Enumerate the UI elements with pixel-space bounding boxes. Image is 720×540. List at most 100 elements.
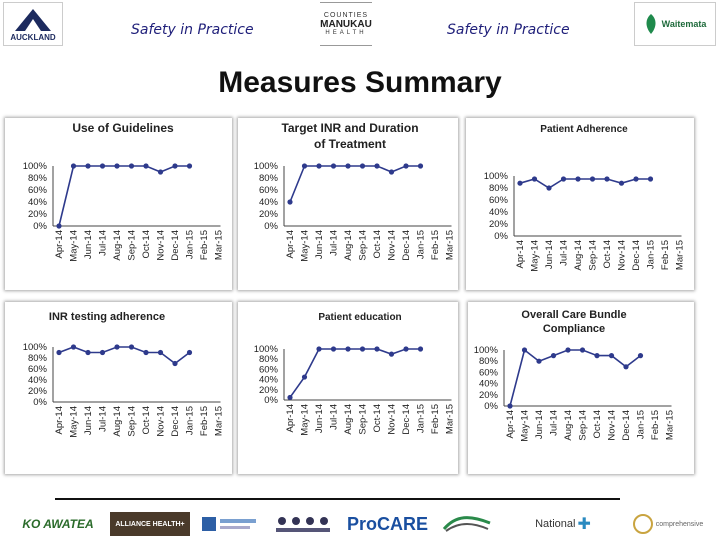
x-tick-label: Mar-15 (665, 410, 676, 440)
x-tick-label: Mar-15 (445, 230, 456, 260)
x-tick-label: Apr-14 (285, 404, 296, 433)
x-tick-label: Mar-15 (214, 230, 225, 260)
alliance-health-logo-text: ALLIANCE HEALTH+ (115, 520, 185, 528)
x-tick-label: Jun-14 (83, 406, 94, 435)
counties-manukau-line3: HEALTH (325, 30, 367, 36)
data-point (70, 344, 77, 350)
x-tick-label: May-14 (300, 404, 311, 436)
x-tick-label: Feb-15 (430, 230, 441, 260)
ko-awatea-logo: KO AWATEA (18, 512, 98, 536)
x-tick-label: Apr-14 (505, 410, 516, 439)
series-line (289, 348, 421, 398)
chart-title: Overall Care Bundle (521, 309, 626, 321)
chart-title: INR testing adherence (49, 311, 165, 323)
x-tick-label: Apr-14 (54, 230, 65, 259)
y-tick-label: 40% (489, 207, 509, 218)
y-tick-label: 20% (479, 390, 499, 401)
chart-svg-1: Target INR and Duration of Treatment 0%20%… (254, 121, 456, 262)
data-point (594, 353, 600, 359)
x-tick-label: Apr-14 (285, 230, 296, 259)
national-hauora-logo-text: National (535, 518, 576, 530)
data-point (403, 346, 409, 352)
data-point (301, 374, 308, 380)
x-tick-label: Feb-15 (430, 404, 441, 434)
chart-svg-3: INR testing adherence 0%20%40%60%80%100% A… (23, 311, 225, 438)
data-point (56, 223, 62, 229)
chart-panel-overall-care-bundle: Overall Care Bundle Compliance 0% 20% 40% 60%… (468, 302, 694, 474)
y-tick-label: 0% (33, 397, 47, 408)
x-tick-label: Sep-14 (358, 230, 369, 261)
x-tick-label: Jun-14 (314, 404, 325, 433)
data-point (565, 347, 571, 353)
data-point (374, 163, 380, 169)
data-point (157, 349, 164, 356)
x-tick-label: Jun-14 (544, 240, 555, 269)
partner-logo-4 (272, 512, 334, 536)
chart-panel-target-inr: Target INR and Duration of Treatment 0% 20%… (238, 118, 458, 290)
data-point (637, 353, 644, 359)
counties-manukau-logo: COUNTIES MANUKAU HEALTH (320, 2, 372, 46)
plus-icon: ✚ (577, 516, 591, 533)
partner-logo-3-icon (202, 517, 256, 531)
y-tick-label: 20% (489, 219, 509, 230)
x-tick-label: Apr-14 (515, 240, 526, 269)
y-tick-label: 100% (484, 171, 509, 182)
x-tick-label: Feb-15 (660, 240, 671, 270)
chart-title: Compliance (543, 323, 605, 335)
y-tick-label: 80% (28, 353, 48, 364)
data-point (359, 346, 366, 352)
x-tick-label: Sep-14 (127, 406, 138, 437)
data-point (560, 176, 567, 182)
chart-panel-inr-testing-adherence: INR testing adherence 0% 20% 40% 60% 80% 100% A… (5, 302, 232, 474)
x-tick-label: Aug-14 (112, 406, 123, 437)
x-tick-label: Aug-14 (343, 230, 354, 261)
x-tick-label: May-14 (300, 230, 311, 262)
y-tick-label: 40% (479, 379, 499, 390)
waitemata-logo-text: Waitemata (661, 19, 707, 29)
x-tick-label: Nov-14 (607, 410, 618, 441)
data-point (330, 346, 337, 352)
x-tick-label: Jan-15 (636, 410, 647, 439)
waitemata-logo: Waitemata (634, 2, 716, 46)
series-line (509, 348, 641, 407)
waitemata-leaf-icon (646, 14, 656, 34)
auckland-logo: AUCKLAND (3, 2, 63, 46)
series-line (58, 165, 190, 227)
y-tick-label: 100% (474, 345, 499, 356)
national-hauora-logo: National ✚ (528, 512, 598, 536)
data-point (550, 353, 557, 359)
y-tick-label: 0% (264, 395, 278, 406)
data-point (618, 180, 625, 186)
y-tick-label: 40% (28, 197, 48, 208)
chart-svg-2: Patient Adherence 0%20%40%60%80%100% Apr-1… (484, 124, 686, 272)
auckland-logo-icon (15, 8, 51, 31)
data-point (388, 169, 395, 175)
x-tick-label: Oct-14 (141, 230, 152, 259)
data-point (287, 199, 293, 205)
x-tick-label: Jun-14 (314, 230, 325, 259)
data-point (531, 176, 538, 182)
data-point (186, 349, 193, 356)
y-tick-label: 60% (28, 185, 48, 196)
data-point (546, 185, 552, 191)
y-tick-label: 60% (479, 367, 499, 378)
x-tick-label: Sep-14 (578, 410, 589, 441)
data-point (374, 346, 380, 352)
header-left-text: Safety in Practice (131, 22, 254, 38)
y-tick-label: 80% (28, 173, 48, 184)
data-point (186, 163, 193, 169)
x-tick-label: Apr-14 (54, 406, 65, 435)
x-tick-label: Jan-15 (185, 406, 196, 435)
data-point (128, 344, 135, 350)
x-tick-label: Sep-14 (588, 240, 599, 271)
data-point (85, 163, 91, 169)
x-tick-label: May-14 (69, 406, 80, 438)
data-point (114, 163, 120, 169)
x-tick-label: Jul-14 (98, 406, 109, 432)
data-point (316, 346, 322, 352)
y-tick-label: 100% (23, 342, 48, 353)
y-tick-label: 0% (494, 231, 508, 242)
x-tick-label: Nov-14 (617, 240, 628, 271)
data-point (99, 163, 106, 169)
y-tick-label: 80% (259, 354, 279, 365)
